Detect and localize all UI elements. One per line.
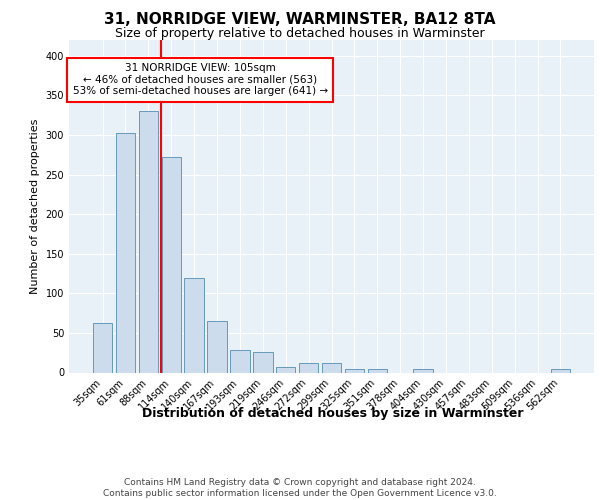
Bar (230, 350, 250, 372)
Y-axis label: Number of detached properties: Number of detached properties (30, 118, 40, 294)
Bar (208, 321, 227, 372)
Bar (93, 324, 112, 372)
Text: 31 NORRIDGE VIEW: 105sqm
← 46% of detached houses are smaller (563)
53% of semi-: 31 NORRIDGE VIEW: 105sqm ← 46% of detach… (73, 64, 328, 96)
Bar (413, 370, 433, 372)
Bar (276, 367, 295, 372)
Text: Contains HM Land Registry data © Crown copyright and database right 2024.
Contai: Contains HM Land Registry data © Crown c… (103, 478, 497, 498)
Bar (161, 157, 181, 372)
Bar (551, 370, 570, 372)
Bar (253, 352, 272, 372)
Bar (184, 278, 204, 372)
Bar (139, 112, 158, 372)
Bar (344, 368, 364, 372)
Bar (299, 363, 319, 372)
Bar (322, 363, 341, 372)
Text: 31, NORRIDGE VIEW, WARMINSTER, BA12 8TA: 31, NORRIDGE VIEW, WARMINSTER, BA12 8TA (104, 12, 496, 28)
Text: Size of property relative to detached houses in Warminster: Size of property relative to detached ho… (115, 28, 485, 40)
Text: Distribution of detached houses by size in Warminster: Distribution of detached houses by size … (142, 408, 524, 420)
Bar (368, 370, 387, 372)
Bar (116, 134, 135, 372)
